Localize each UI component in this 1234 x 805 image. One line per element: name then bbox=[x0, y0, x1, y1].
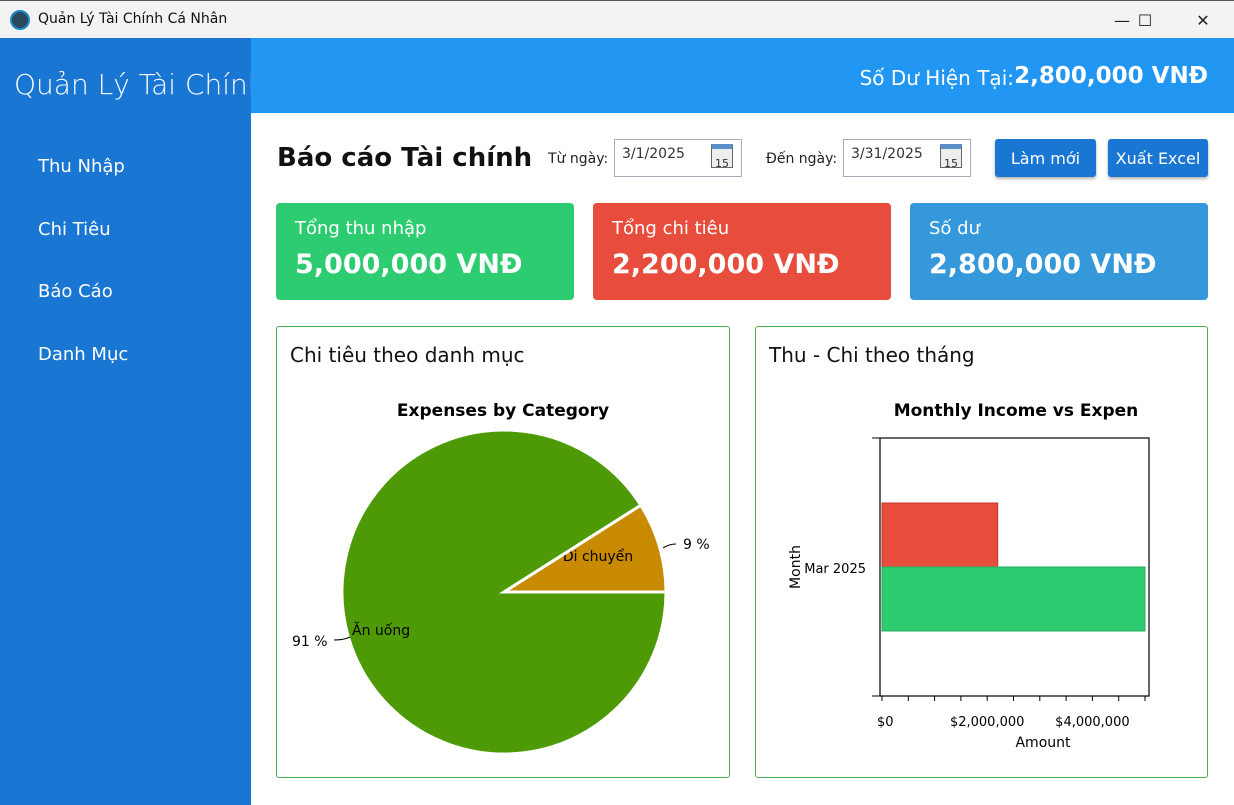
to-date-value: 3/31/2025 bbox=[851, 146, 923, 162]
to-date-label: Đến ngày: bbox=[766, 151, 838, 167]
total-income-card: Tổng thu nhập 5,000,000 VNĐ bbox=[276, 203, 574, 300]
balance-card: Số dư 2,800,000 VNĐ bbox=[910, 203, 1208, 300]
card-title: Tổng thu nhập bbox=[295, 218, 427, 239]
from-date-value: 3/1/2025 bbox=[622, 146, 685, 162]
slice-percent-label: 9 % bbox=[683, 537, 710, 553]
panel-title: Thu - Chi theo tháng bbox=[769, 343, 975, 367]
label-leader-line bbox=[662, 543, 677, 549]
card-title: Tổng chi tiêu bbox=[612, 218, 730, 239]
title-bar: Quản Lý Tài Chính Cá Nhân — ☐ ✕ bbox=[0, 0, 1234, 38]
calendar-icon[interactable]: 15 bbox=[940, 144, 962, 170]
page-title: Báo cáo Tài chính bbox=[277, 143, 533, 173]
close-button[interactable]: ✕ bbox=[1196, 10, 1210, 30]
bar-expense bbox=[881, 502, 999, 568]
bar-chart: Monthly Income vs Expen Amount Month $0 $… bbox=[788, 401, 1150, 751]
sidebar-item-income[interactable]: Thu Nhập bbox=[38, 156, 125, 177]
label-leader-line bbox=[333, 636, 351, 641]
y-tick-label: Mar 2025 bbox=[804, 562, 866, 577]
to-date-picker[interactable]: 3/31/2025 15 bbox=[843, 139, 971, 177]
plot-area bbox=[879, 437, 1150, 697]
expense-by-category-panel: Chi tiêu theo danh mục Expenses by Categ… bbox=[276, 326, 730, 778]
slice-percent-label: 91 % bbox=[292, 634, 328, 650]
pie-chart-title: Expenses by Category bbox=[397, 401, 609, 421]
refresh-button[interactable]: Làm mới bbox=[995, 139, 1096, 177]
from-date-label: Từ ngày: bbox=[548, 151, 609, 167]
sidebar-item-categories[interactable]: Danh Mục bbox=[38, 344, 129, 365]
sidebar-item-reports[interactable]: Báo Cáo bbox=[38, 281, 113, 302]
export-excel-button[interactable]: Xuất Excel bbox=[1108, 139, 1208, 177]
minimize-button[interactable]: — bbox=[1114, 10, 1130, 30]
sidebar-item-expenses[interactable]: Chi Tiêu bbox=[38, 219, 111, 240]
monthly-income-expense-panel: Thu - Chi theo tháng Monthly Income vs E… bbox=[755, 326, 1208, 778]
from-date-picker[interactable]: 3/1/2025 15 bbox=[614, 139, 742, 177]
card-value: 5,000,000 VNĐ bbox=[295, 249, 523, 280]
balance-label: Số Dư Hiện Tại: bbox=[859, 66, 1014, 90]
slice-label: Di chuyển bbox=[563, 548, 633, 565]
bar-income bbox=[881, 566, 1146, 632]
window-title: Quản Lý Tài Chính Cá Nhân bbox=[38, 11, 228, 27]
pie-slice bbox=[498, 503, 668, 594]
header: Số Dư Hiện Tại: 2,800,000 VNĐ bbox=[251, 38, 1234, 113]
card-value: 2,200,000 VNĐ bbox=[612, 249, 840, 280]
app-name: Quản Lý Tài Chính bbox=[14, 68, 266, 101]
y-axis-label: Month bbox=[788, 545, 804, 589]
x-tick-label: $2,000,000 bbox=[950, 715, 1024, 730]
slice-label: Ăn uống bbox=[352, 621, 410, 639]
x-tick-label: $4,000,000 bbox=[1055, 715, 1129, 730]
card-title: Số dư bbox=[929, 218, 980, 239]
pie-chart: Expenses by Category 9 % Di chuyển 91 % Ăn … bbox=[292, 401, 710, 756]
maximize-button[interactable]: ☐ bbox=[1137, 10, 1153, 30]
pie-slice bbox=[340, 428, 668, 756]
balance-value: 2,800,000 VNĐ bbox=[1014, 63, 1208, 89]
panel-title: Chi tiêu theo danh mục bbox=[290, 343, 525, 367]
x-axis-label: Amount bbox=[1015, 735, 1071, 751]
bar-chart-title: Monthly Income vs Expen bbox=[894, 401, 1139, 421]
total-expense-card: Tổng chi tiêu 2,200,000 VNĐ bbox=[593, 203, 891, 300]
app-icon bbox=[10, 10, 30, 30]
card-value: 2,800,000 VNĐ bbox=[929, 249, 1157, 280]
x-tick-label: $0 bbox=[877, 715, 894, 730]
sidebar: Quản Lý Tài Chính Thu Nhập Chi Tiêu Báo … bbox=[0, 38, 266, 805]
calendar-icon[interactable]: 15 bbox=[711, 144, 733, 170]
